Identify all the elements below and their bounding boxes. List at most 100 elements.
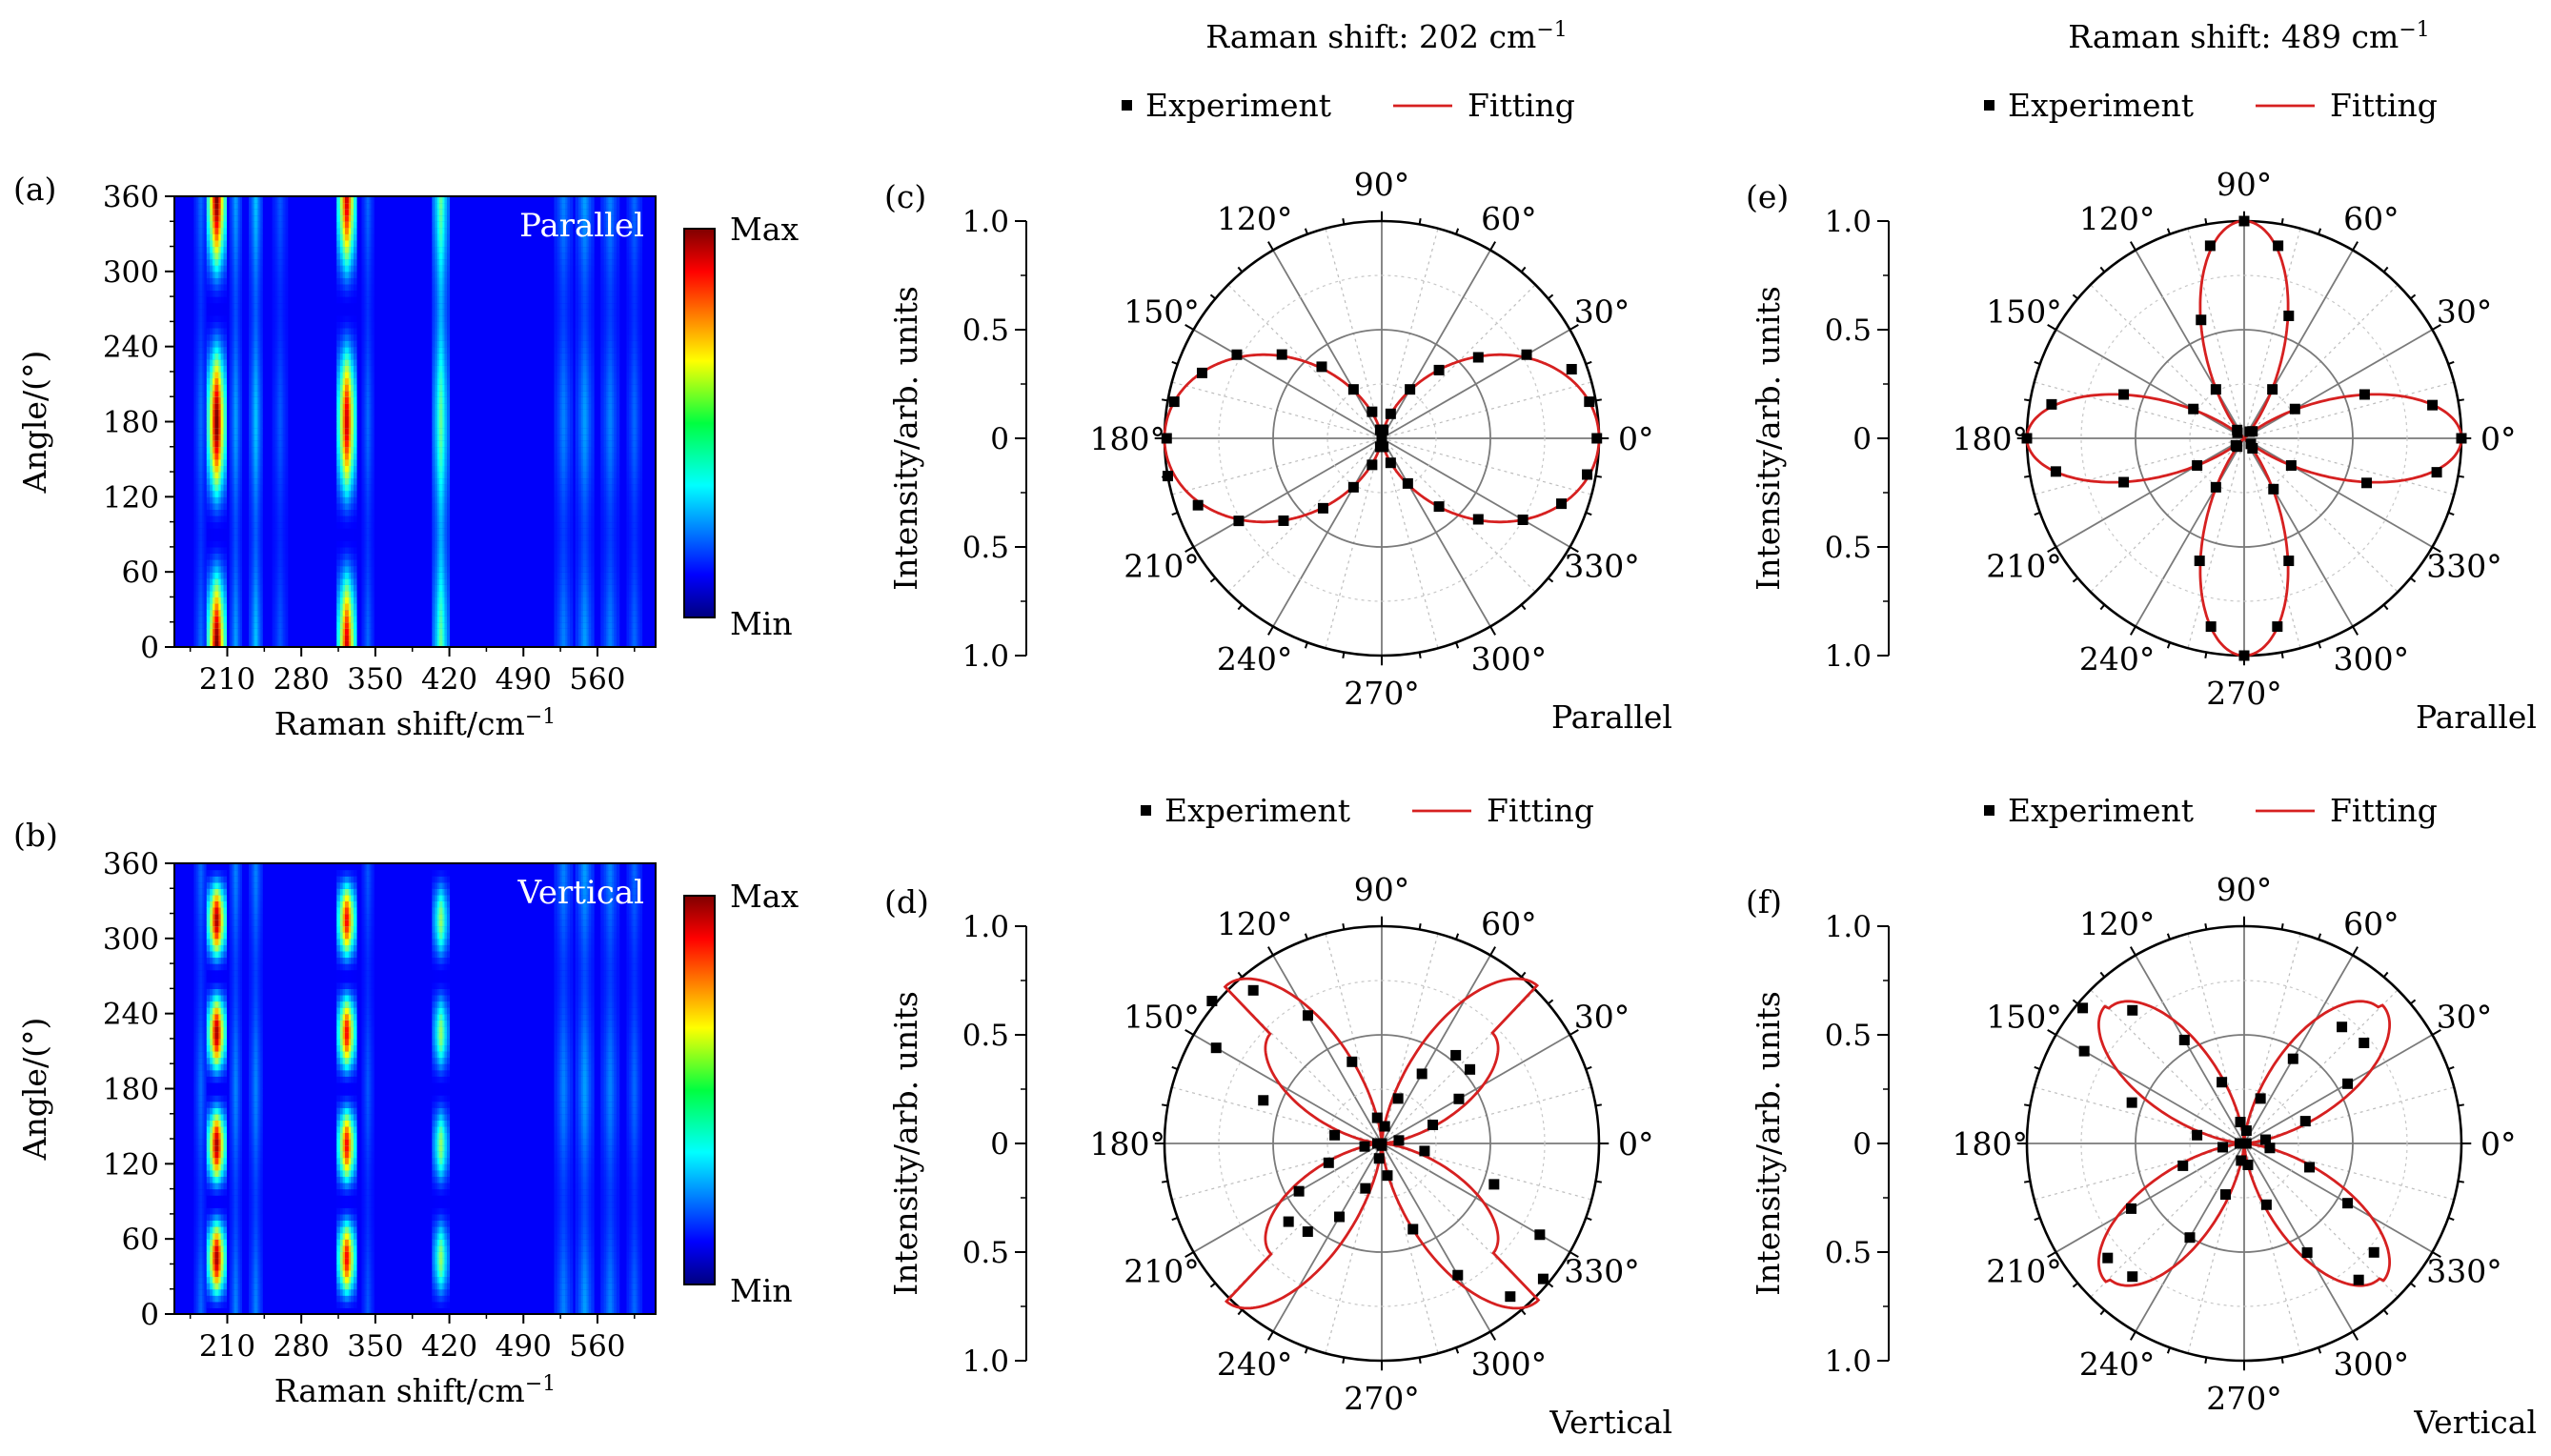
heatmap-cell <box>344 628 349 636</box>
heatmap-cell <box>254 1201 257 1208</box>
heatmap-cell <box>633 597 637 604</box>
heatmap-cell <box>254 353 257 360</box>
heatmap-cell <box>582 553 587 560</box>
heatmap-cell <box>582 233 587 241</box>
heatmap-cell <box>278 309 282 316</box>
heatmap-cell <box>234 1201 237 1208</box>
heatmap-cell <box>582 516 587 523</box>
heatmap-cell <box>234 346 237 354</box>
heatmap-cell <box>344 621 349 629</box>
heatmap-cell <box>234 944 237 952</box>
heatmap-cell <box>254 1283 257 1290</box>
heatmap-cell <box>608 458 613 466</box>
heatmap-cell <box>438 546 443 554</box>
heatmap-cell <box>633 428 637 435</box>
heatmap-cell <box>254 969 257 977</box>
heatmap-cell <box>344 876 349 883</box>
heatmap-cell <box>561 577 566 585</box>
heatmap-cell <box>199 1257 203 1264</box>
heatmap-peak <box>361 196 375 648</box>
heatmap-cell <box>199 1113 203 1121</box>
heatmap-cell <box>344 559 349 567</box>
heatmap-cell <box>199 1201 203 1208</box>
heatmap-cell <box>254 1144 257 1152</box>
heatmap-cell <box>438 628 443 636</box>
heatmap-cell <box>234 1251 237 1259</box>
heatmap-peak <box>361 863 375 1315</box>
heatmap-peak <box>272 196 289 648</box>
heatmap-cell <box>344 1107 349 1115</box>
heatmap-cell <box>278 421 282 429</box>
x-axis-label: Raman shift/cm−1 <box>274 705 557 742</box>
heatmap-cell <box>254 1251 257 1259</box>
heatmap-cell <box>214 465 219 473</box>
heatmap-cell <box>214 572 219 579</box>
heatmap-cell <box>199 402 203 410</box>
heatmap-cell <box>278 640 282 648</box>
heatmap-cell <box>214 888 219 896</box>
x-tick-label: 280 <box>273 662 330 697</box>
heatmap-cell <box>234 409 237 416</box>
heatmap-cell <box>214 490 219 497</box>
heatmap-cell <box>254 1301 257 1308</box>
heatmap-cell <box>234 277 237 285</box>
x-tick-label: 210 <box>199 662 255 697</box>
heatmap-peak <box>336 196 357 648</box>
heatmap-cell <box>254 621 257 629</box>
heatmap-cell <box>561 334 566 341</box>
heatmap-cell <box>366 365 370 373</box>
heatmap-cell <box>561 559 566 567</box>
heatmap-cell <box>366 577 370 585</box>
heatmap-cell <box>254 1038 257 1046</box>
heatmap-cell <box>438 321 443 329</box>
heatmap-cell <box>438 603 443 611</box>
heatmap-cell <box>234 925 237 933</box>
heatmap-cell <box>254 559 257 567</box>
heatmap-cell <box>344 1151 349 1159</box>
heatmap-cell <box>278 458 282 466</box>
heatmap-cell <box>199 302 203 310</box>
heatmap-cell <box>366 1295 370 1303</box>
heatmap-cell <box>214 371 219 379</box>
heatmap-cell <box>633 227 637 234</box>
heatmap-cell <box>199 634 203 641</box>
heatmap-cell <box>199 1125 203 1133</box>
heatmap-cell <box>214 1283 219 1290</box>
heatmap-cell <box>366 490 370 497</box>
heatmap-cell <box>561 296 566 304</box>
heatmap-cell <box>234 1113 237 1121</box>
heatmap-cell <box>344 334 349 341</box>
heatmap-cell <box>438 246 443 253</box>
heatmap-cell <box>344 458 349 466</box>
heatmap-cell <box>278 628 282 636</box>
heatmap-cell <box>254 1276 257 1284</box>
heatmap-cell <box>633 340 637 348</box>
heatmap-cell <box>633 559 637 567</box>
heatmap-cell <box>366 327 370 335</box>
heatmap-cell <box>608 616 613 623</box>
heatmap-cell <box>234 634 237 641</box>
heatmap-cell <box>582 616 587 623</box>
heatmap-cell <box>278 239 282 248</box>
heatmap-cell <box>234 458 237 466</box>
heatmap-cell <box>366 377 370 385</box>
heatmap-cell <box>199 465 203 473</box>
heatmap-cell <box>234 265 237 273</box>
heatmap-cell <box>214 258 219 266</box>
heatmap-cell <box>214 1139 219 1146</box>
heatmap-cell <box>438 472 443 479</box>
heatmap-cell <box>344 1176 349 1183</box>
heatmap-cell <box>199 265 203 273</box>
heatmap-cell <box>561 428 566 435</box>
heatmap-cell <box>214 302 219 310</box>
heatmap-cell <box>234 227 237 234</box>
heatmap-cell <box>254 640 257 648</box>
heatmap-cell <box>199 1139 203 1146</box>
heatmap-cell <box>254 881 257 889</box>
heatmap-cell <box>199 221 203 229</box>
heatmap-cell <box>633 202 637 210</box>
heatmap-cell <box>582 502 587 510</box>
heatmap-cell <box>214 994 219 1002</box>
heatmap-cell <box>344 227 349 234</box>
heatmap-cell <box>438 609 443 617</box>
